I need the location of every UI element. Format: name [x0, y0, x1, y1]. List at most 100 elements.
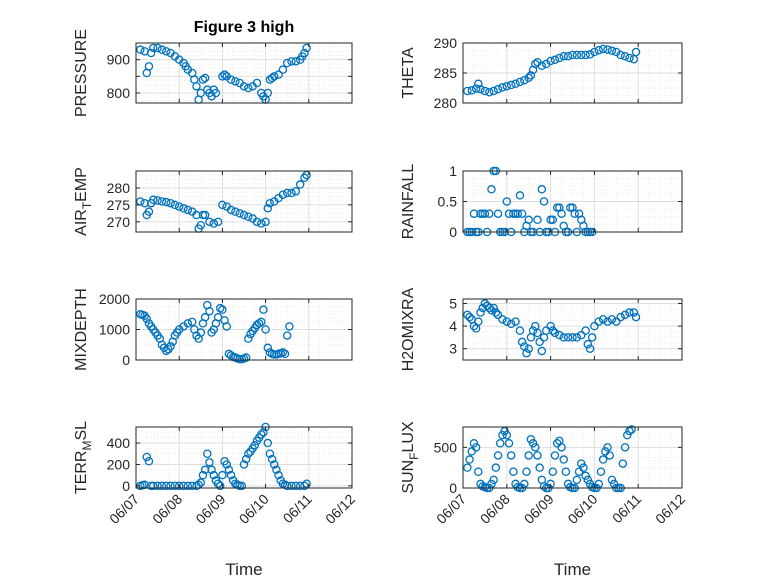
data-point [489, 475, 498, 485]
x-tick-label: 06/11 [609, 491, 645, 527]
data-point [526, 71, 536, 80]
data-point [287, 481, 296, 491]
data-point [192, 210, 201, 220]
data-point [183, 481, 193, 491]
subplot-pressure: 800 900 PRESSURE Figure 3 high [73, 19, 353, 117]
data-point [278, 348, 288, 357]
data-point [239, 82, 249, 91]
data-point [136, 45, 145, 54]
data-point [524, 344, 533, 353]
subplot-rainfall: 0 0.5 1 RAINFALL [400, 163, 683, 240]
data-point [563, 333, 573, 342]
data-point [203, 449, 212, 459]
x-axis-label: Time [554, 560, 591, 579]
data-point [625, 53, 634, 63]
data-point [198, 470, 208, 480]
x-tick-label: 06/12 [652, 491, 688, 527]
data-point [161, 197, 171, 207]
data-point [570, 209, 579, 218]
data-point [561, 467, 571, 476]
data-point [572, 333, 582, 342]
data-point [598, 315, 608, 324]
data-point [465, 455, 474, 464]
data-point [607, 315, 617, 324]
x-tick-label: 06/09 [521, 491, 557, 527]
y-axis-label: SUNFLUX [400, 421, 421, 494]
data-point [550, 55, 560, 65]
data-point [498, 315, 507, 324]
data-point [222, 460, 231, 469]
data-point [528, 439, 538, 448]
y-tick-label: 0 [449, 224, 457, 240]
data-point [528, 326, 538, 335]
data-point [471, 443, 481, 452]
data-point [144, 456, 154, 466]
data-point [485, 87, 494, 97]
x-tick-label: 06/11 [280, 491, 316, 527]
data-point [170, 200, 180, 210]
y-tick-label: 0 [122, 478, 130, 494]
data-point [495, 439, 505, 448]
data-point [257, 317, 266, 327]
data-point [259, 428, 268, 437]
data-point [265, 198, 275, 208]
data-point [302, 479, 311, 488]
data-point [596, 467, 606, 476]
data-point [149, 43, 158, 53]
data-point [568, 50, 577, 60]
data-point [506, 319, 516, 329]
data-point [282, 481, 292, 491]
data-point [153, 43, 162, 53]
data-point [515, 326, 525, 335]
data-point [489, 303, 498, 313]
data-point [583, 339, 593, 349]
data-point [555, 330, 564, 340]
data-point [196, 328, 206, 337]
data-point [598, 455, 608, 464]
data-point [263, 204, 273, 213]
data-point [153, 481, 162, 491]
data-point [625, 308, 634, 317]
data-point [605, 451, 614, 460]
data-point [239, 210, 249, 220]
data-point [149, 195, 158, 205]
y-tick-label: 1000 [99, 322, 130, 338]
data-point [511, 317, 520, 326]
data-point [620, 51, 630, 61]
data-point [265, 449, 275, 459]
data-point [183, 205, 193, 215]
data-point [539, 197, 549, 206]
data-point [261, 325, 270, 334]
data-point [244, 212, 253, 221]
x-tick-label: 06/12 [322, 491, 358, 527]
data-point [517, 337, 527, 347]
y-axis-label: PRESSURE [73, 29, 90, 117]
data-point [161, 346, 171, 356]
data-point [272, 465, 281, 475]
data-point [241, 454, 251, 464]
data-point [179, 204, 188, 213]
y-tick-label: 1 [449, 163, 457, 179]
data-point [231, 207, 240, 216]
data-point [506, 451, 516, 460]
data-point [515, 77, 525, 87]
y-tick-label: 5 [449, 296, 457, 312]
data-point [244, 449, 253, 459]
data-point [585, 344, 595, 353]
data-point [463, 310, 472, 320]
data-point [282, 58, 292, 68]
data-point [629, 308, 639, 317]
data-point [590, 321, 599, 331]
data-point [291, 481, 301, 491]
data-point [627, 425, 636, 434]
data-point [467, 86, 477, 95]
data-point [205, 458, 214, 467]
data-point [207, 465, 216, 475]
data-point [577, 50, 586, 60]
data-point [524, 215, 533, 225]
data-point [631, 312, 641, 322]
data-point [213, 217, 223, 227]
data-point [590, 47, 599, 57]
data-point [200, 313, 210, 322]
y-axis-label: H2OMIXRA [400, 287, 417, 371]
